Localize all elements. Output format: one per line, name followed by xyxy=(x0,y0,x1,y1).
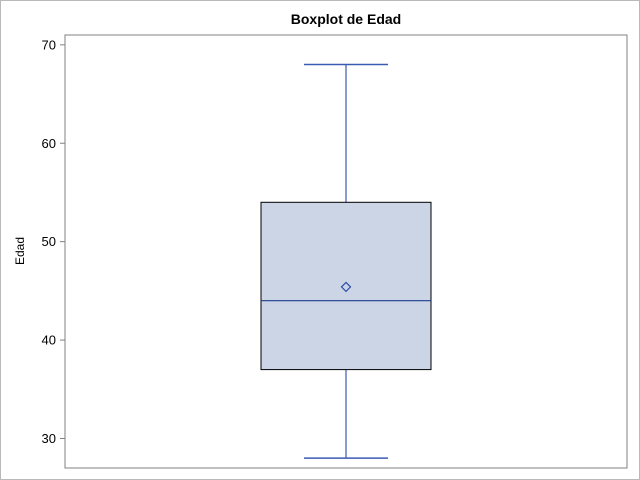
y-tick-label: 50 xyxy=(42,234,56,249)
mean-marker xyxy=(340,281,352,293)
y-axis-label: Edad xyxy=(13,237,27,265)
box-group xyxy=(260,63,432,459)
chart-title: Boxplot de Edad xyxy=(291,11,401,27)
y-tick-label: 30 xyxy=(42,431,56,446)
y-axis: 30 40 50 60 70 xyxy=(42,37,65,446)
y-tick-label: 60 xyxy=(42,136,56,151)
interquartile-box xyxy=(260,201,432,371)
y-tick-label: 70 xyxy=(42,37,56,52)
plot-area xyxy=(64,34,628,469)
y-tick-label: 40 xyxy=(42,333,56,348)
